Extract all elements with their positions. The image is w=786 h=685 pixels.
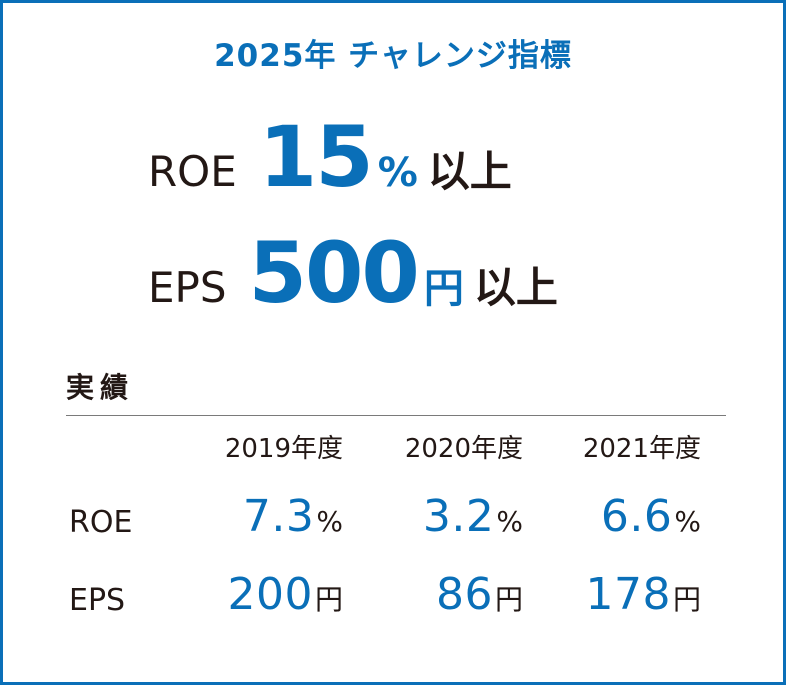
row-label-eps: EPS bbox=[69, 583, 126, 618]
goal-value: 500 bbox=[248, 224, 420, 322]
goal-row-eps: EPS 500 円以上 bbox=[148, 231, 558, 315]
goal-metric-label: ROE bbox=[148, 147, 237, 196]
roe-2020-cell: 3.2% bbox=[353, 495, 523, 539]
goal-row-roe: ROE 15% 以上 bbox=[148, 115, 512, 199]
goal-suffix: 以上 bbox=[427, 147, 512, 196]
unit-label: 円 bbox=[314, 583, 343, 616]
eps-2019-cell: 200円 bbox=[173, 573, 344, 617]
roe-2019-value: 7.3 bbox=[242, 491, 315, 542]
year-header-2019: 2019年度 bbox=[224, 434, 343, 464]
section-divider bbox=[66, 415, 726, 416]
eps-2021-cell: 178円 bbox=[531, 573, 702, 617]
eps-2020-value: 86 bbox=[435, 569, 493, 620]
results-section-label: 実績 bbox=[66, 371, 135, 404]
roe-2021-value: 6.6 bbox=[600, 491, 673, 542]
unit-label: % bbox=[674, 505, 701, 538]
goal-unit: 円 bbox=[423, 266, 464, 312]
eps-2020-cell: 86円 bbox=[353, 573, 523, 617]
roe-2020-value: 3.2 bbox=[422, 491, 495, 542]
eps-2021-value: 178 bbox=[585, 569, 671, 620]
goal-unit: % bbox=[377, 150, 418, 196]
goal-value: 15 bbox=[258, 108, 374, 206]
row-label-roe: ROE bbox=[69, 505, 133, 540]
card-title: 2025年 チャレンジ指標 bbox=[214, 38, 572, 74]
roe-2019-cell: 7.3% bbox=[173, 495, 343, 539]
goal-metric-label: EPS bbox=[148, 263, 227, 312]
roe-2021-cell: 6.6% bbox=[531, 495, 701, 539]
unit-label: % bbox=[316, 505, 343, 538]
unit-label: 円 bbox=[672, 583, 701, 616]
unit-label: 円 bbox=[494, 583, 523, 616]
year-header-2020: 2020年度 bbox=[404, 434, 523, 464]
goal-suffix: 以上 bbox=[473, 263, 558, 312]
year-header-2021: 2021年度 bbox=[582, 434, 701, 464]
unit-label: % bbox=[496, 505, 523, 538]
eps-2019-value: 200 bbox=[227, 569, 313, 620]
